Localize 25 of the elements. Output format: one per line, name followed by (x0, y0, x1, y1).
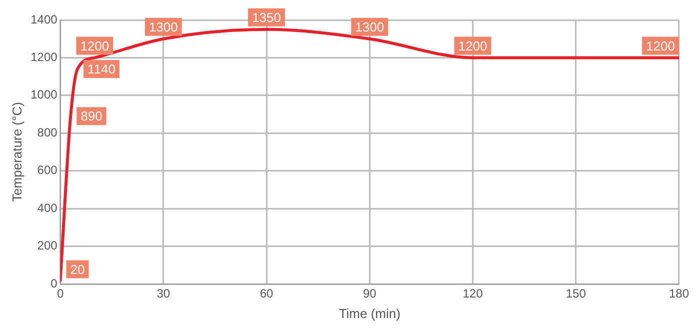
y-tick-label: 200 (37, 238, 58, 253)
y-tick-label: 1200 (30, 50, 58, 64)
x-tick-label: 150 (566, 286, 586, 301)
y-tick-label: 400 (37, 200, 58, 215)
x-tick-label: 30 (156, 286, 170, 301)
y-tick-label: 600 (37, 163, 58, 178)
data-label: 1300 (355, 19, 384, 34)
data-label: 20 (70, 262, 85, 277)
y-tick-label: 1400 (30, 12, 58, 26)
data-label: 1200 (80, 38, 110, 54)
y-tick-label: 800 (37, 125, 58, 140)
x-tick-label: 180 (668, 286, 690, 301)
x-tick-label: 90 (362, 286, 377, 301)
data-label: 1300 (148, 19, 178, 34)
x-tick-label: 60 (260, 286, 274, 301)
data-label: 1140 (87, 62, 116, 77)
y-axis-title: Temperature (°C) (9, 102, 24, 202)
data-label: 1350 (252, 10, 281, 26)
x-axis-title: Time (min) (338, 306, 400, 321)
data-label: 890 (80, 108, 102, 124)
data-label: 1200 (646, 38, 675, 54)
y-tick-label: 1000 (30, 88, 58, 102)
data-label: 1200 (458, 38, 488, 54)
y-tick-label: 0 (50, 276, 58, 290)
x-tick-label: 120 (462, 286, 484, 301)
